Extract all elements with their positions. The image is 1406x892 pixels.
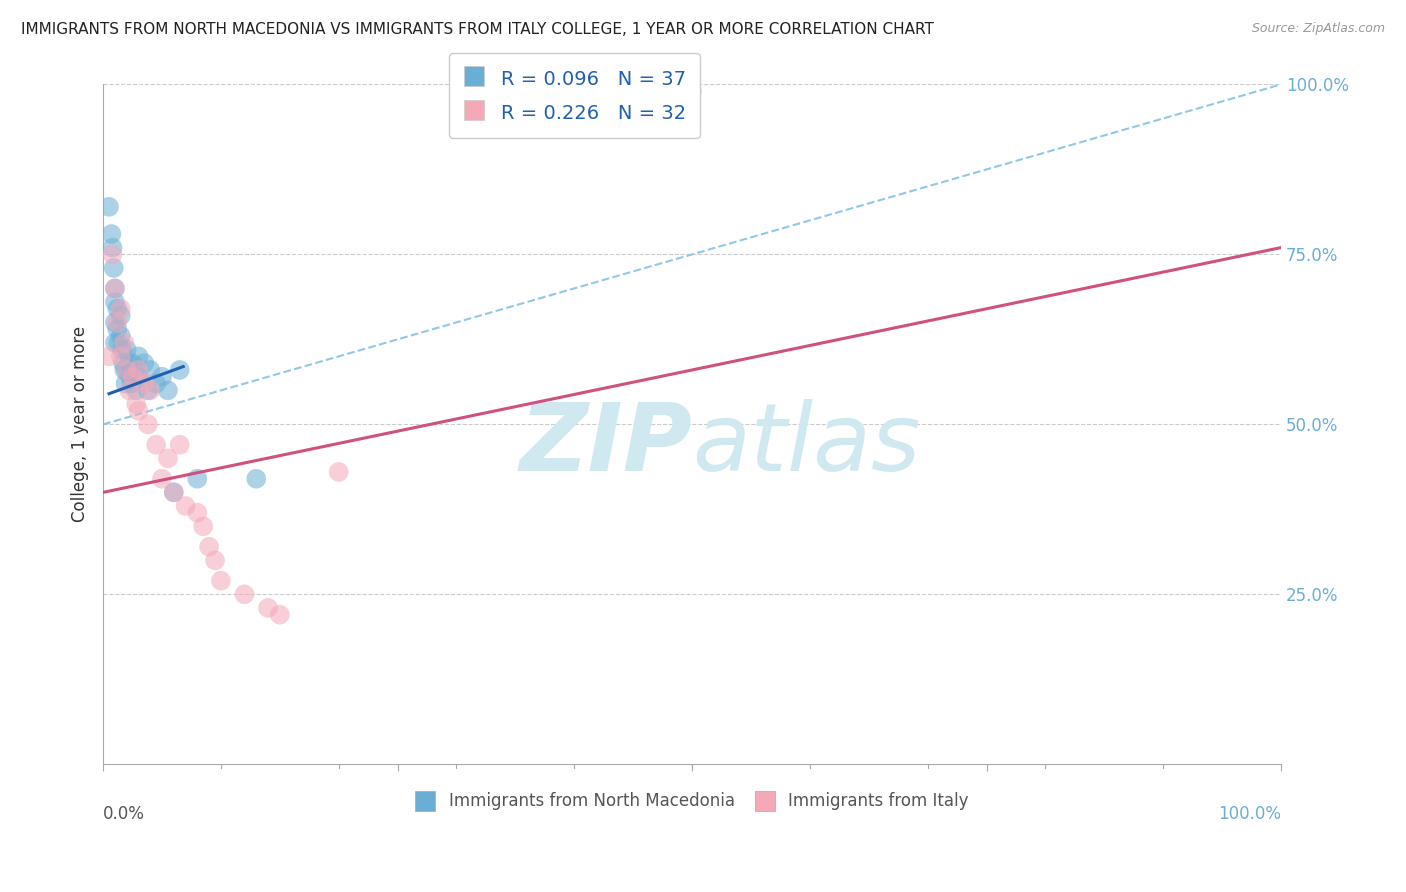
Point [124, 369, 146, 384]
Text: IMMIGRANTS FROM NORTH MACEDONIA VS IMMIGRANTS FROM ITALY COLLEGE, 1 YEAR OR MORE: IMMIGRANTS FROM NORTH MACEDONIA VS IMMIG… [21, 22, 934, 37]
Point [105, 315, 128, 329]
Point [110, 309, 132, 323]
Text: 0.0%: 0.0% [103, 805, 145, 823]
Point [186, 472, 208, 486]
Point [156, 384, 179, 398]
Point [127, 369, 149, 384]
Point [150, 369, 173, 384]
Point [163, 485, 186, 500]
Point [174, 499, 197, 513]
Point [104, 335, 127, 350]
Point [169, 363, 191, 377]
Point [105, 322, 128, 336]
Point [150, 472, 173, 486]
Point [103, 260, 125, 275]
Point [121, 369, 143, 384]
Point [107, 335, 129, 350]
Point [145, 438, 167, 452]
Point [204, 553, 226, 567]
Point [233, 587, 256, 601]
Point [112, 356, 135, 370]
Point [120, 369, 142, 384]
Point [136, 417, 159, 432]
Point [134, 376, 156, 391]
Text: Source: ZipAtlas.com: Source: ZipAtlas.com [1251, 22, 1385, 36]
Legend: Immigrants from North Macedonia, Immigrants from Italy: Immigrants from North Macedonia, Immigra… [409, 786, 976, 817]
Point [98, 200, 121, 214]
Point [209, 574, 232, 588]
Text: ZIP: ZIP [519, 399, 692, 491]
Point [127, 350, 149, 364]
Point [328, 465, 350, 479]
Point [112, 363, 135, 377]
Point [104, 315, 127, 329]
Point [115, 363, 138, 377]
Point [125, 384, 148, 398]
Point [163, 485, 186, 500]
Point [257, 601, 280, 615]
Point [115, 343, 138, 357]
Point [125, 397, 148, 411]
Point [114, 376, 136, 391]
Point [136, 384, 159, 398]
Point [110, 350, 132, 364]
Point [139, 363, 162, 377]
Point [104, 281, 127, 295]
Point [681, 84, 703, 98]
Point [118, 384, 141, 398]
Point [121, 356, 143, 370]
Point [111, 343, 134, 357]
Point [120, 376, 142, 391]
Point [104, 295, 127, 310]
Point [115, 363, 138, 377]
Point [100, 227, 122, 241]
Text: 100.0%: 100.0% [1218, 805, 1281, 823]
Point [186, 506, 208, 520]
Point [156, 451, 179, 466]
Point [193, 519, 215, 533]
Point [145, 376, 167, 391]
Point [139, 384, 162, 398]
Point [112, 335, 135, 350]
Point [269, 607, 291, 622]
Point [101, 241, 124, 255]
Point [98, 350, 121, 364]
Point [245, 472, 267, 486]
Point [101, 247, 124, 261]
Text: atlas: atlas [692, 400, 921, 491]
Point [169, 438, 191, 452]
Point [127, 403, 149, 417]
Point [104, 281, 127, 295]
Point [134, 356, 156, 370]
Point [105, 301, 128, 316]
Point [198, 540, 221, 554]
Point [118, 356, 141, 370]
Point [110, 329, 132, 343]
Y-axis label: College, 1 year or more: College, 1 year or more [72, 326, 89, 523]
Point [110, 301, 132, 316]
Point [127, 363, 149, 377]
